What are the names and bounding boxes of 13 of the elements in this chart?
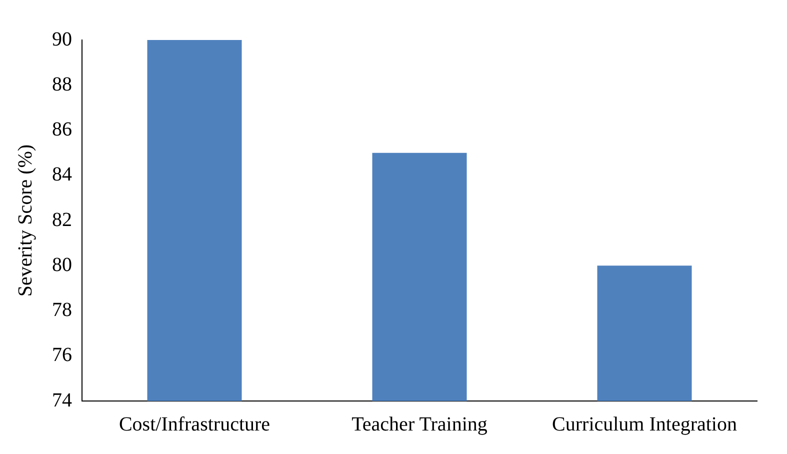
- y-tick-label: 80: [52, 254, 72, 276]
- x-tick-label: Curriculum Integration: [552, 413, 737, 436]
- y-tick-label: 88: [52, 73, 72, 96]
- x-tick-label: Teacher Training: [352, 413, 488, 436]
- y-tick-label: 84: [52, 164, 72, 186]
- y-tick-label: 74: [52, 389, 72, 412]
- y-tick-label: 90: [52, 28, 72, 50]
- y-axis-title: Severity Score (%): [14, 144, 36, 297]
- y-tick-label: 86: [52, 118, 72, 140]
- x-tick-label: Cost/Infrastructure: [118, 413, 270, 436]
- y-tick-label: 76: [52, 344, 72, 366]
- y-tick-label: 82: [52, 208, 72, 231]
- y-tick-label: 78: [52, 299, 72, 321]
